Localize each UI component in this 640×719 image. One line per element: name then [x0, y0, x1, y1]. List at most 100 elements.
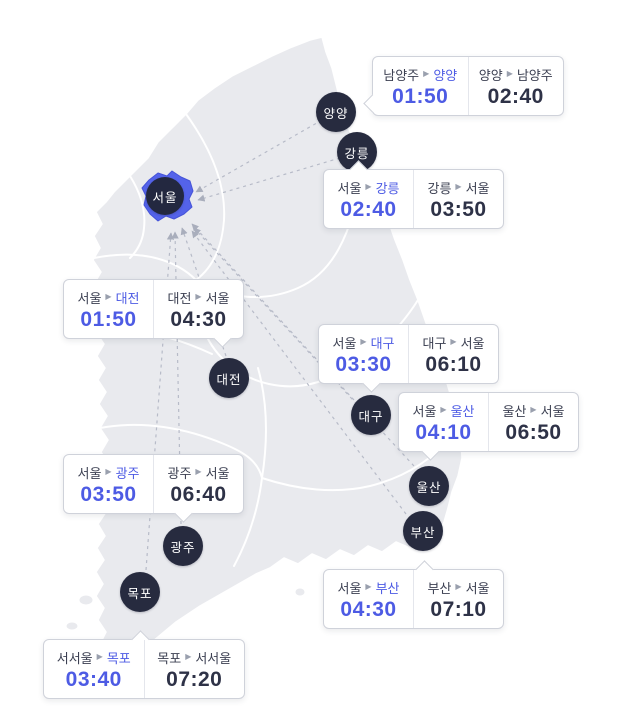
route-arrow-icon: ▶	[195, 467, 202, 476]
route-arrow-icon: ▶	[423, 69, 430, 78]
route-from: 광주	[167, 465, 192, 481]
city-badge-mokpo[interactable]: 목포	[120, 572, 160, 612]
city-badge-yangyang[interactable]: 양양	[316, 92, 356, 132]
route-direction-inbound: 광주 ▶ 서울 06:40	[153, 455, 243, 513]
route-label: 대구 ▶ 서울	[423, 333, 485, 352]
route-to: 서울	[205, 465, 230, 481]
route-from: 서울	[77, 465, 102, 481]
route-to: 남양주	[516, 67, 553, 83]
route-direction-outbound: 서서울 ▶ 목포 03:40	[44, 640, 144, 698]
route-direction-outbound: 서울 ▶ 광주 03:50	[64, 455, 153, 513]
route-to: 대전	[115, 290, 140, 306]
city-badge-seoul[interactable]: 서울	[146, 177, 184, 215]
route-direction-inbound: 양양 ▶ 남양주 02:40	[467, 57, 564, 115]
route-label: 서울 ▶ 대구	[333, 333, 395, 352]
route-time-outbound: 03:50	[80, 482, 137, 506]
route-time-inbound: 06:50	[505, 420, 562, 444]
route-callout-mokpo[interactable]: 서서울 ▶ 목포 03:40 목포 ▶ 서서울 07:20	[43, 630, 245, 699]
route-to: 서울	[460, 335, 485, 351]
route-label: 울산 ▶ 서울	[503, 401, 565, 420]
route-time-outbound: 04:30	[340, 597, 397, 621]
route-direction-outbound: 서울 ▶ 울산 04:10	[399, 393, 488, 451]
route-arrow-icon: ▶	[360, 337, 367, 346]
route-time-outbound: 01:50	[80, 307, 137, 331]
route-arrow-icon: ▶	[96, 652, 103, 661]
city-badge-daejeon[interactable]: 대전	[209, 358, 249, 398]
city-badge-daegu[interactable]: 대구	[351, 395, 391, 435]
route-time-inbound: 03:50	[430, 197, 487, 221]
route-to: 서울	[465, 580, 490, 596]
route-label: 서울 ▶ 광주	[78, 463, 140, 482]
route-label: 양양 ▶ 남양주	[479, 65, 553, 84]
city-badge-busan[interactable]: 부산	[403, 511, 443, 551]
route-from: 부산	[427, 580, 452, 596]
route-label: 서울 ▶ 부산	[338, 578, 400, 597]
route-arrow-icon: ▶	[185, 652, 192, 661]
route-label: 서서울 ▶ 목포	[57, 648, 131, 667]
route-to: 목포	[106, 650, 131, 666]
route-to: 서울	[540, 403, 565, 419]
route-time-outbound: 03:30	[335, 352, 392, 376]
route-to: 서울	[465, 180, 490, 196]
route-direction-outbound: 남양주 ▶ 양양 01:50	[373, 57, 468, 115]
route-time-inbound: 06:10	[425, 352, 482, 376]
route-to: 부산	[375, 580, 400, 596]
route-from: 서울	[332, 335, 357, 351]
route-label: 남양주 ▶ 양양	[383, 65, 457, 84]
route-label: 서울 ▶ 강릉	[338, 178, 400, 197]
route-direction-inbound: 목포 ▶ 서서울 07:20	[143, 640, 245, 698]
route-callout-yangyang[interactable]: 남양주 ▶ 양양 01:50 양양 ▶ 남양주 02:40	[363, 56, 564, 116]
route-from: 양양	[478, 67, 503, 83]
route-arrow-icon: ▶	[365, 582, 372, 591]
route-from: 목포	[157, 650, 182, 666]
route-from: 남양주	[383, 67, 420, 83]
route-time-outbound: 04:10	[415, 420, 472, 444]
route-time-inbound: 07:20	[166, 667, 223, 691]
route-to: 강릉	[375, 180, 400, 196]
route-arrow-icon: ▶	[440, 405, 447, 414]
route-label: 강릉 ▶ 서울	[428, 178, 490, 197]
route-callout-ulsan[interactable]: 서울 ▶ 울산 04:10 울산 ▶ 서울 06:50	[398, 392, 579, 461]
route-time-inbound: 02:40	[487, 84, 544, 108]
route-label: 부산 ▶ 서울	[428, 578, 490, 597]
route-label: 대전 ▶ 서울	[168, 288, 230, 307]
route-callout-daejeon[interactable]: 서울 ▶ 대전 01:50 대전 ▶ 서울 04:30	[63, 279, 244, 348]
route-time-inbound: 04:30	[170, 307, 227, 331]
route-callout-daegu[interactable]: 서울 ▶ 대구 03:30 대구 ▶ 서울 06:10	[318, 324, 499, 393]
route-arrow-icon: ▶	[365, 182, 372, 191]
route-to: 대구	[370, 335, 395, 351]
route-to: 울산	[450, 403, 475, 419]
route-arrow-icon: ▶	[450, 337, 457, 346]
route-arrow-icon: ▶	[105, 467, 112, 476]
route-callout-gwangju[interactable]: 서울 ▶ 광주 03:50 광주 ▶ 서울 06:40	[63, 454, 244, 523]
route-direction-outbound: 서울 ▶ 부산 04:30	[324, 570, 413, 628]
route-direction-inbound: 부산 ▶ 서울 07:10	[413, 570, 503, 628]
route-from: 울산	[502, 403, 527, 419]
route-arrow-icon: ▶	[105, 292, 112, 301]
route-time-inbound: 07:10	[430, 597, 487, 621]
city-badge-gwangju[interactable]: 광주	[163, 526, 203, 566]
route-from: 강릉	[427, 180, 452, 196]
route-arrow-icon: ▶	[195, 292, 202, 301]
route-direction-outbound: 서울 ▶ 대구 03:30	[319, 325, 408, 383]
route-to: 광주	[115, 465, 140, 481]
route-direction-inbound: 대구 ▶ 서울 06:10	[408, 325, 498, 383]
route-label: 서울 ▶ 대전	[78, 288, 140, 307]
route-label: 서울 ▶ 울산	[413, 401, 475, 420]
route-label: 광주 ▶ 서울	[168, 463, 230, 482]
route-time-outbound: 02:40	[340, 197, 397, 221]
route-to: 양양	[433, 67, 458, 83]
route-from: 대구	[422, 335, 447, 351]
route-time-outbound: 01:50	[392, 84, 449, 108]
route-from: 서울	[77, 290, 102, 306]
city-badge-ulsan[interactable]: 울산	[409, 466, 449, 506]
route-label: 목포 ▶ 서서울	[157, 648, 231, 667]
route-direction-outbound: 서울 ▶ 대전 01:50	[64, 280, 153, 338]
route-callout-busan[interactable]: 서울 ▶ 부산 04:30 부산 ▶ 서울 07:10	[323, 560, 504, 629]
route-callout-gangneung[interactable]: 서울 ▶ 강릉 02:40 강릉 ▶ 서울 03:50	[323, 160, 504, 229]
route-from: 대전	[167, 290, 192, 306]
route-direction-inbound: 대전 ▶ 서울 04:30	[153, 280, 243, 338]
route-to: 서울	[205, 290, 230, 306]
route-from: 서서울	[56, 650, 93, 666]
